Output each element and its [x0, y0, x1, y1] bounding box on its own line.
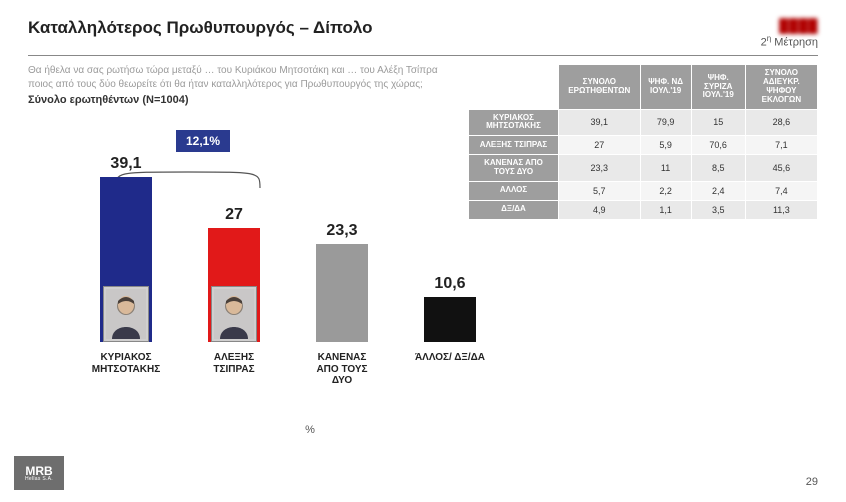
bar-value: 10,6 [434, 275, 465, 293]
table-cell: 8,5 [691, 155, 745, 182]
table-col-header: ΣΥΝΟΛΟ ΑΔΙΕΥΚΡ. ΨΗΦΟΥ ΕΚΛΟΓΩΝ [745, 65, 817, 109]
table-cell: 2,2 [640, 181, 691, 200]
page-title: Καταλληλότερος Πρωθυπουργός – Δίπολο [28, 18, 373, 38]
question-text: Θα ήθελα να σας ρωτήσω τώρα μεταξύ … του… [28, 64, 458, 91]
bar-value: 23,3 [326, 222, 357, 240]
table-cell: 4,9 [559, 200, 641, 219]
bar-wrap: 27 ΑΛΕΞΗΣ ΤΣΙΠΡΑΣ [198, 206, 270, 380]
portrait-icon [103, 286, 149, 342]
table-cell: 3,5 [691, 200, 745, 219]
page-number: 29 [806, 476, 818, 488]
table-cell: 11,3 [745, 200, 817, 219]
table-col-header: ΣΥΝΟΛΟ ΕΡΩΤΗΘΕΝΤΩΝ [559, 65, 641, 109]
sample-size: Σύνολο ερωτηθέντων (Ν=1004) [28, 93, 458, 108]
bar-label: ΚΥΡΙΑΚΟΣ ΜΗΤΣΟΤΑΚΗΣ [90, 352, 162, 380]
brand-logo-blurred: ████ [761, 18, 818, 34]
bar-label: ΚΑΝΕΝΑΣ ΑΠΟ ΤΟΥΣ ΔΥΟ [306, 352, 378, 380]
table-cell: 7,4 [745, 181, 817, 200]
table-cell: 5,9 [640, 136, 691, 155]
table-cell: 27 [559, 136, 641, 155]
table-cell: 2,4 [691, 181, 745, 200]
bar-wrap: 23,3 ΚΑΝΕΝΑΣ ΑΠΟ ΤΟΥΣ ΔΥΟ [306, 222, 378, 380]
bar-chart: 12,1% 39,1ΚΥΡΙΑΚΟΣ ΜΗΤΣΟΤΑΚΗΣ27ΑΛΕΞΗΣ ΤΣ… [90, 150, 530, 440]
logo-main: MRB [25, 465, 52, 477]
table-cell: 11 [640, 155, 691, 182]
table-corner [469, 65, 559, 109]
bar [208, 228, 260, 342]
table-row-header: ΚΥΡΙΑΚΟΣ ΜΗΤΣΟΤΑΚΗΣ [469, 109, 559, 136]
table-cell: 70,6 [691, 136, 745, 155]
bar-label: ΑΛΕΞΗΣ ΤΣΙΠΡΑΣ [198, 352, 270, 380]
table-cell: 7,1 [745, 136, 817, 155]
portrait-icon [211, 286, 257, 342]
table-cell: 23,3 [559, 155, 641, 182]
bar-value: 39,1 [110, 155, 141, 173]
table-col-header: ΨΗΦ. ΝΔ ΙΟΥΛ.'19 [640, 65, 691, 109]
bar-wrap: 10,6 ΆΛΛΟΣ/ ΔΞ/ΔΑ [414, 275, 486, 380]
question-block: Θα ήθελα να σας ρωτήσω τώρα μεταξύ … του… [28, 64, 458, 108]
mrb-logo: MRB Hellas S.A. [14, 456, 64, 490]
table-cell: 28,6 [745, 109, 817, 136]
y-axis-label: % [305, 424, 315, 436]
table-row: ΚΥΡΙΑΚΟΣ ΜΗΤΣΟΤΑΚΗΣ39,179,91528,6 [469, 109, 818, 136]
table-cell: 5,7 [559, 181, 641, 200]
table-cell: 15 [691, 109, 745, 136]
table-col-header: ΨΗΦ. ΣΥΡΙΖΑ ΙΟΥΛ.'19 [691, 65, 745, 109]
table-cell: 45,6 [745, 155, 817, 182]
bar [316, 244, 368, 342]
logo-sub: Hellas S.A. [25, 477, 53, 482]
header-right: ████ 2η Μέτρηση [761, 18, 818, 49]
bar [100, 177, 152, 342]
table-cell: 1,1 [640, 200, 691, 219]
measurement-label: 2η Μέτρηση [761, 34, 818, 50]
difference-badge: 12,1% [176, 130, 230, 152]
bar-wrap: 39,1 ΚΥΡΙΑΚΟΣ ΜΗΤΣΟΤΑΚΗΣ [90, 155, 162, 380]
table-cell: 39,1 [559, 109, 641, 136]
table-cell: 79,9 [640, 109, 691, 136]
bar-value: 27 [225, 206, 243, 224]
bar [424, 297, 476, 342]
bar-label: ΆΛΛΟΣ/ ΔΞ/ΔΑ [415, 352, 485, 380]
